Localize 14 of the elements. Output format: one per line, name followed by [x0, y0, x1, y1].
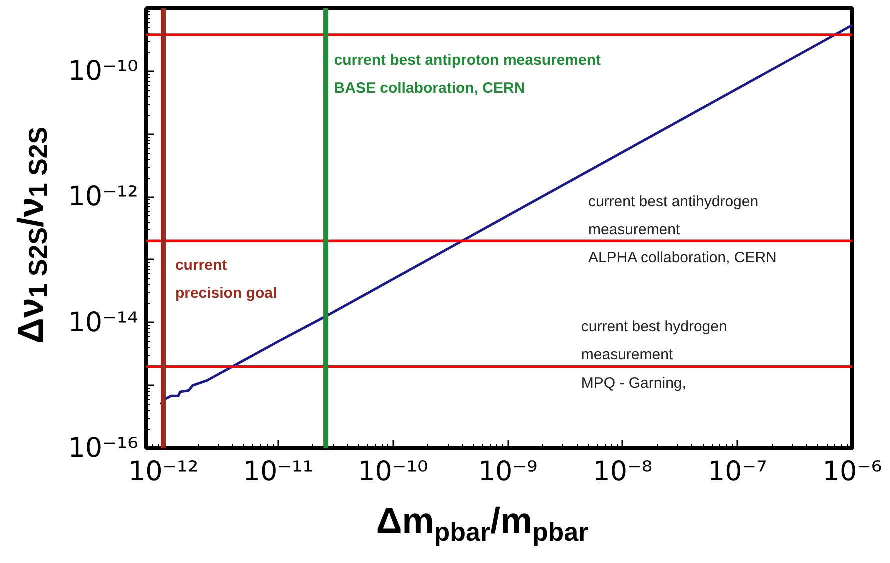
x-axis-title: Δm$_{pbar}$/m$_{pbar}$: [375, 499, 590, 550]
annotation: current best hydrogen measurement MPQ - Garning,: [581, 318, 728, 392]
y-tick-label: 10⁻¹²: [68, 182, 139, 213]
x-tick-label: 10⁻⁶: [822, 456, 882, 488]
y-tick-label: 10⁻¹⁰: [68, 56, 139, 87]
x-tick-label: 10⁻¹⁰: [358, 456, 428, 488]
x-tick-label: 10⁻⁹: [478, 456, 538, 488]
annotation: current precision goal: [175, 257, 278, 302]
y-tick-label: 10⁻¹⁴: [68, 307, 139, 338]
x-tick-label: 10⁻¹¹: [243, 456, 314, 488]
x-tick-label: 10⁻⁷: [708, 456, 768, 488]
annotation: current best antihydrogen measurement ALPHA collaboration, CERN: [588, 193, 777, 266]
x-tick-label: 10⁻⁸: [593, 456, 653, 488]
annotation: current best antiproton measurement BASE collaboration, CERN: [334, 52, 602, 98]
